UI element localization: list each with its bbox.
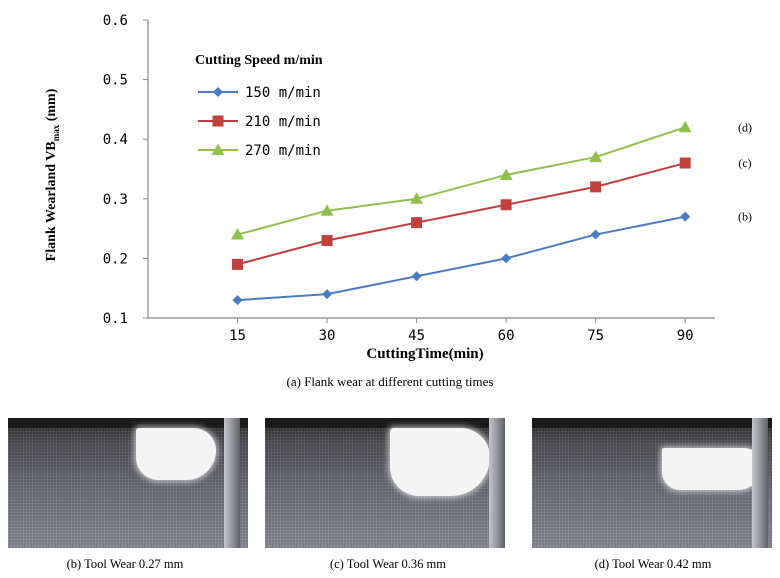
series-line-3 (237, 126, 686, 236)
data-point (500, 199, 512, 211)
legend-swatch-marker (211, 143, 225, 155)
data-point (679, 157, 691, 169)
x-tick-label: 45 (408, 328, 425, 344)
tool-wear-photo-d (532, 418, 772, 548)
data-point (411, 271, 422, 282)
x-tick-label: 60 (498, 328, 515, 344)
legend-entry: 270 m/min (245, 143, 321, 159)
data-point (232, 295, 243, 306)
y-axis-label: Flank Wearland VBmax (mm) (44, 88, 61, 261)
photo-caption-d: (d) Tool Wear 0.42 mm (594, 557, 712, 571)
series-end-label: (c) (738, 156, 751, 170)
data-point (501, 253, 512, 264)
x-axis-label: CuttingTime(min) (366, 346, 483, 362)
legend-swatch-marker (213, 87, 223, 97)
x-tick-label: 15 (229, 328, 246, 344)
y-tick-label: 0.5 (103, 73, 128, 89)
legend-swatch-marker (212, 115, 224, 127)
series-line-2 (237, 162, 686, 266)
data-point (411, 217, 423, 229)
data-point (322, 289, 333, 300)
x-tick-label: 75 (587, 328, 604, 344)
y-tick-label: 0.3 (103, 192, 128, 208)
chart-caption: (a) Flank wear at different cutting time… (286, 374, 494, 389)
series-end-label: (d) (738, 120, 752, 134)
legend-entry: 210 m/min (245, 114, 321, 130)
tool-wear-photo-c (265, 418, 505, 548)
data-point (499, 168, 513, 180)
legend-entry: 150 m/min (245, 85, 321, 101)
y-tick-label: 0.4 (103, 132, 128, 148)
y-tick-label: 0.1 (103, 311, 128, 327)
data-point (589, 150, 603, 163)
data-point (680, 211, 691, 222)
legend-title: Cutting Speed m/min (195, 53, 323, 68)
data-point (410, 192, 424, 204)
data-point (590, 229, 601, 240)
flank-wear-chart: 0.1 0.2 0.3 0.4 0.5 0.6 15 30 45 60 75 90 (b) (c) (d… (44, 13, 752, 362)
y-tick-label: 0.6 (103, 13, 128, 29)
series-end-label: (b) (738, 210, 752, 224)
x-tick-label: 90 (677, 328, 694, 344)
data-point (678, 120, 692, 133)
y-tick-label: 0.2 (103, 251, 128, 267)
tool-wear-photo-b (8, 418, 248, 548)
photo-caption-b: (b) Tool Wear 0.27 mm (66, 557, 184, 571)
data-point (231, 228, 245, 240)
data-point (321, 235, 333, 247)
data-point (320, 204, 334, 216)
x-tick-label: 30 (319, 328, 336, 344)
data-point (232, 258, 244, 270)
photo-caption-c: (c) Tool Wear 0.36 mm (329, 557, 447, 571)
series-line-1 (237, 215, 686, 302)
data-point (590, 181, 602, 193)
